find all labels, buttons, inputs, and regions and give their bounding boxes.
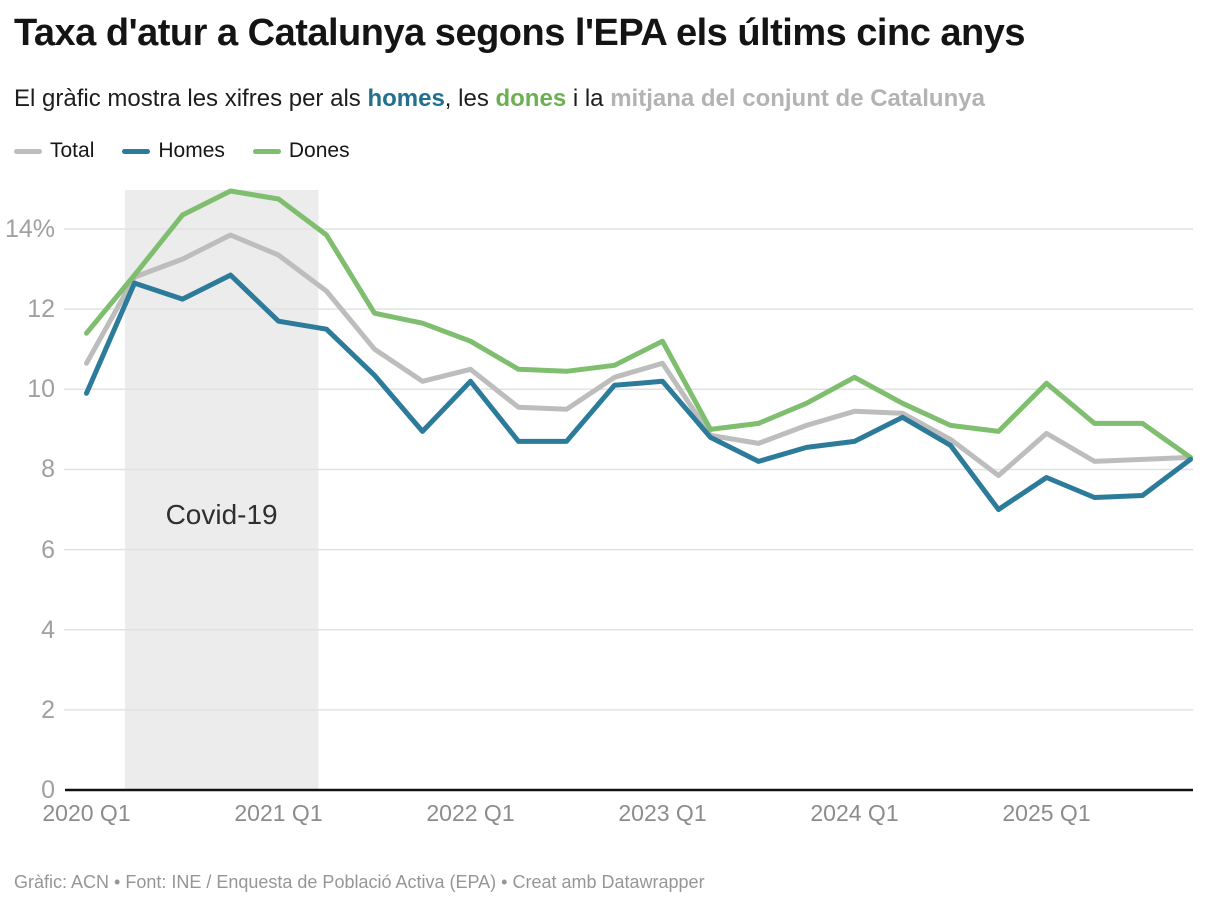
subtitle-lead: El gràfic mostra les xifres per als xyxy=(14,85,368,112)
legend-item-total: Total xyxy=(14,139,94,163)
chart-subtitle: El gràfic mostra les xifres per als home… xyxy=(14,84,1204,114)
legend-item-homes: Homes xyxy=(122,139,225,163)
subtitle-sep2: i la xyxy=(566,85,611,112)
subtitle-dones-highlight: dones xyxy=(495,85,567,112)
y-axis-label-4: 4 xyxy=(41,615,55,644)
legend-swatch-total xyxy=(14,148,42,154)
y-axis-label-12: 12 xyxy=(27,295,55,324)
x-axis-label-2024-q1: 2024 Q1 xyxy=(810,800,899,826)
chart-credit-footer: Gràfic: ACN • Font: INE / Enquesta de Po… xyxy=(14,872,705,892)
legend-label: Homes xyxy=(158,139,225,162)
y-axis-label-0: 0 xyxy=(41,776,55,804)
line-total xyxy=(84,232,1193,478)
subtitle-homes-highlight: homes xyxy=(367,85,445,112)
x-axis-label-2025-q1: 2025 Q1 xyxy=(1002,800,1091,826)
subtitle-mitjana-highlight: mitjana del conjunt de Catalunya xyxy=(610,85,985,112)
y-axis-label-6: 6 xyxy=(41,535,55,564)
legend-swatch-homes xyxy=(122,148,151,154)
legend-label: Dones xyxy=(288,139,350,162)
legend-label: Total xyxy=(50,139,95,162)
x-axis-label-2023-q1: 2023 Q1 xyxy=(618,800,707,826)
line-homes xyxy=(84,272,1193,512)
legend-item-dones: Dones xyxy=(252,139,350,163)
y-axis-label-10: 10 xyxy=(27,375,55,404)
page-title: Taxa d'atur a Catalunya segons l'EPA els… xyxy=(14,12,1026,54)
y-axis-label-8: 8 xyxy=(41,455,55,484)
chart-legend: Total Homes Dones xyxy=(14,139,350,163)
x-axis-label-2021-q1: 2021 Q1 xyxy=(234,800,323,826)
y-axis-label-2: 2 xyxy=(41,695,55,724)
subtitle-sep1: , les xyxy=(444,85,496,112)
covid-band-label: Covid-19 xyxy=(165,499,278,530)
legend-swatch-dones xyxy=(252,148,281,154)
y-axis-label-14: 14% xyxy=(4,215,55,244)
x-axis-label-2020-q1: 2020 Q1 xyxy=(42,800,131,826)
line-dones xyxy=(84,188,1193,460)
x-axis-label-2022-q1: 2022 Q1 xyxy=(426,800,515,826)
